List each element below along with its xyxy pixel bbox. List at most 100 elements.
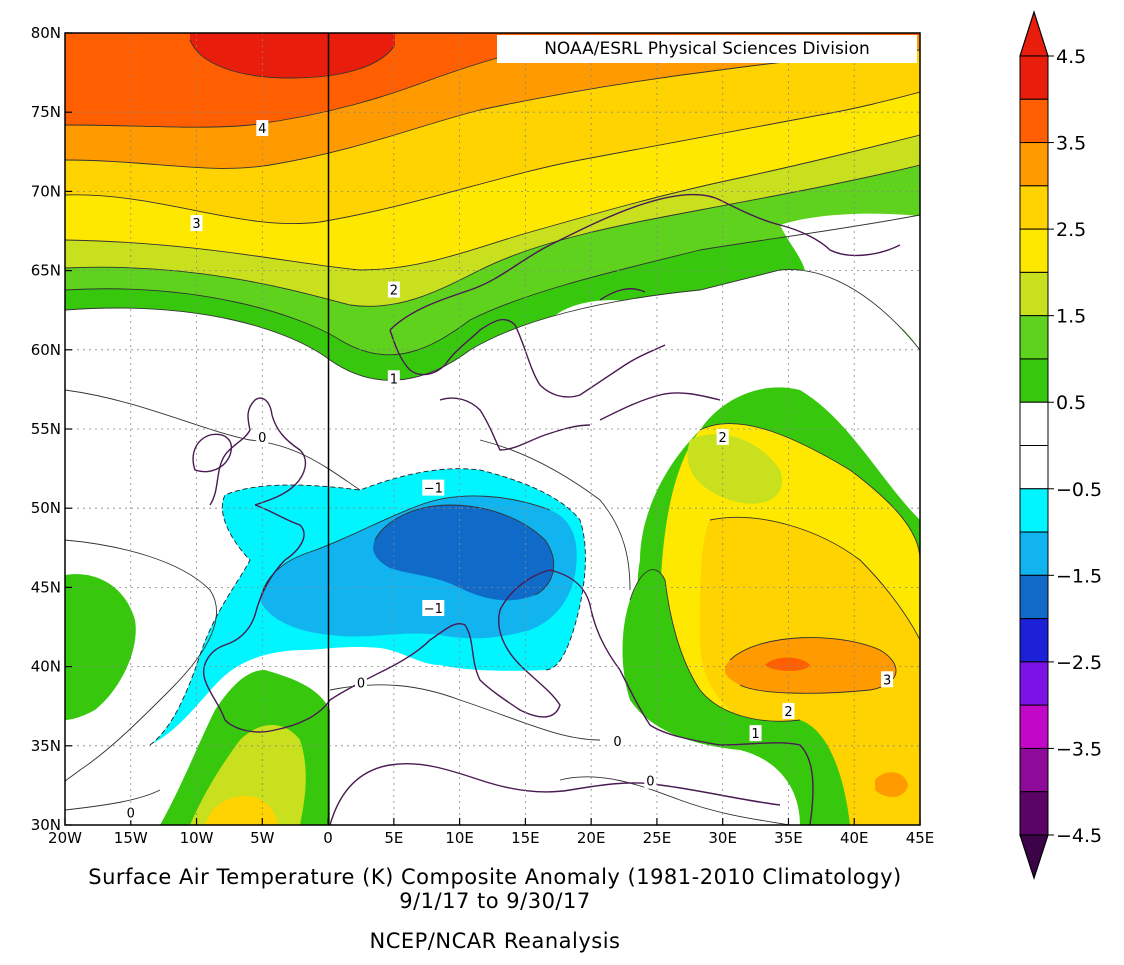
- contour-label: −1: [424, 482, 443, 497]
- colorbar-label: −3.5: [1056, 738, 1102, 760]
- y-tick-label: 80N: [31, 24, 61, 42]
- africa-lime: [190, 725, 306, 825]
- contour-lines: [65, 39, 920, 825]
- colorbar-swatch: [1019, 488, 1049, 533]
- contour-label-bg: [387, 281, 400, 298]
- contour-label: 3: [192, 217, 200, 232]
- africa-gold: [205, 796, 278, 825]
- y-tick-label: 35N: [31, 737, 61, 755]
- x-tick-label: 35E: [774, 829, 803, 847]
- colorbar-swatch: [1019, 445, 1049, 490]
- colorbar: 4.5 3.5 2.5 1.5 0.5 −0.5 −1.5 −2.5 −3.5 −4.5: [1019, 10, 1102, 880]
- contour-label: 0: [646, 775, 654, 790]
- contour-label-bg: [422, 479, 445, 496]
- contour-label: 4: [258, 122, 266, 137]
- colorbar-swatch: [1019, 618, 1049, 663]
- x-tick-label: 45E: [906, 829, 935, 847]
- colorbar-swatch: [1019, 55, 1049, 100]
- x-tick-label: 30E: [708, 829, 737, 847]
- contour-label-bg: [256, 428, 269, 445]
- contour-label-bg: [422, 599, 445, 616]
- contour-label: −1: [424, 602, 443, 617]
- colorbar-swatch: [1019, 271, 1049, 317]
- colorbar-label: 2.5: [1056, 219, 1086, 241]
- credit-label: NOAA/ESRL Physical Sciences Division: [497, 35, 917, 63]
- colorbar-swatch: [1019, 315, 1049, 360]
- colorbar-swatch: [1019, 531, 1049, 576]
- contour-label: 2: [784, 705, 792, 720]
- contour-label-bg: [387, 370, 400, 387]
- contour-label-bg: [611, 733, 624, 750]
- x-tick-label: 5W: [250, 829, 275, 847]
- contour-label: 2: [390, 284, 398, 299]
- data-source: NCEP/NCAR Reanalysis: [369, 929, 621, 953]
- east-orange-red: [765, 657, 810, 671]
- contour-labels: 4 3 2 1 0 2 −1 −1 0 0 0 0 3 2 1: [124, 120, 894, 821]
- contour-label: 0: [127, 806, 135, 821]
- anomaly-fields: [65, 33, 920, 825]
- atlantic-green: [65, 574, 136, 720]
- colorbar-swatch: [1019, 574, 1049, 620]
- cold-1p5: [373, 505, 554, 601]
- y-tick-label: 45N: [31, 578, 61, 596]
- contour-label: 1: [390, 372, 398, 387]
- colorbar-label: −4.5: [1056, 825, 1102, 847]
- colorbar-swatch: [1019, 401, 1049, 447]
- y-tick-label: 75N: [31, 103, 61, 121]
- contour-label: 0: [258, 431, 266, 446]
- east-orange: [724, 637, 897, 694]
- contour-label-bg: [644, 772, 657, 789]
- colorbar-label: 3.5: [1056, 133, 1086, 155]
- colorbar-label: −2.5: [1056, 652, 1102, 674]
- y-tick-label: 60N: [31, 341, 61, 359]
- band-4: [190, 33, 395, 78]
- contour-label-bg: [749, 725, 762, 742]
- contour-label: 0: [613, 735, 621, 750]
- colorbar-swatch: [1019, 661, 1049, 706]
- scandinavia-white: [511, 300, 663, 420]
- x-tick-label: 10W: [180, 829, 214, 847]
- colorbar-swatch: [1019, 747, 1049, 793]
- colorbar-swatch: [1019, 142, 1049, 187]
- coastlines: [192, 193, 901, 825]
- x-tick-label: 25E: [643, 829, 672, 847]
- contour-label: 1: [751, 727, 759, 742]
- contour-label-bg: [190, 215, 203, 232]
- colorbar-label: −1.5: [1056, 565, 1102, 587]
- colorbar-swatch: [1019, 98, 1049, 144]
- y-tick-label: 40N: [31, 658, 61, 676]
- kola-white: [780, 213, 920, 350]
- x-tick-label: 15W: [114, 829, 148, 847]
- colorbar-label: 1.5: [1056, 306, 1086, 328]
- x-tick-label: 10E: [445, 829, 474, 847]
- x-tick-label: 5E: [384, 829, 403, 847]
- contour-label: 2: [719, 431, 727, 446]
- x-tick-label: 20W: [48, 829, 82, 847]
- colorbar-swatch: [1019, 185, 1049, 230]
- contour-label-bg: [881, 671, 894, 688]
- y-tick-label: 70N: [31, 182, 61, 200]
- colorbar-label: 0.5: [1056, 392, 1086, 414]
- contour-label: 3: [883, 673, 891, 688]
- map-title: Surface Air Temperature (K) Composite An…: [88, 865, 902, 889]
- y-tick-label: 65N: [31, 262, 61, 280]
- x-tick-label: 20E: [577, 829, 606, 847]
- colorbar-swatch: [1019, 358, 1049, 403]
- colorbar-bottom-arrow: [1019, 834, 1049, 880]
- contour-label-bg: [256, 120, 269, 137]
- x-tick-label: 40E: [840, 829, 869, 847]
- x-tick-label: 15E: [511, 829, 540, 847]
- colorbar-swatch: [1019, 228, 1049, 273]
- y-tick-label: 50N: [31, 499, 61, 517]
- contour-label-bg: [354, 674, 367, 691]
- east-lime: [687, 434, 782, 504]
- date-range: 9/1/17 to 9/30/17: [399, 889, 591, 913]
- x-axis: 20W 15W 10W 5W 0 5E 10E 15E 20E 25E 30E 35E 40E 45E: [48, 818, 934, 847]
- colorbar-label: 4.5: [1056, 46, 1086, 68]
- colorbar-top-arrow: [1019, 10, 1049, 57]
- colorbar-label: −0.5: [1056, 479, 1102, 501]
- y-axis: 30N 35N 40N 45N 50N 55N 60N 65N 70N 75N 80N: [31, 24, 72, 834]
- colorbar-swatch: [1019, 704, 1049, 749]
- east-orange-small: [875, 772, 908, 797]
